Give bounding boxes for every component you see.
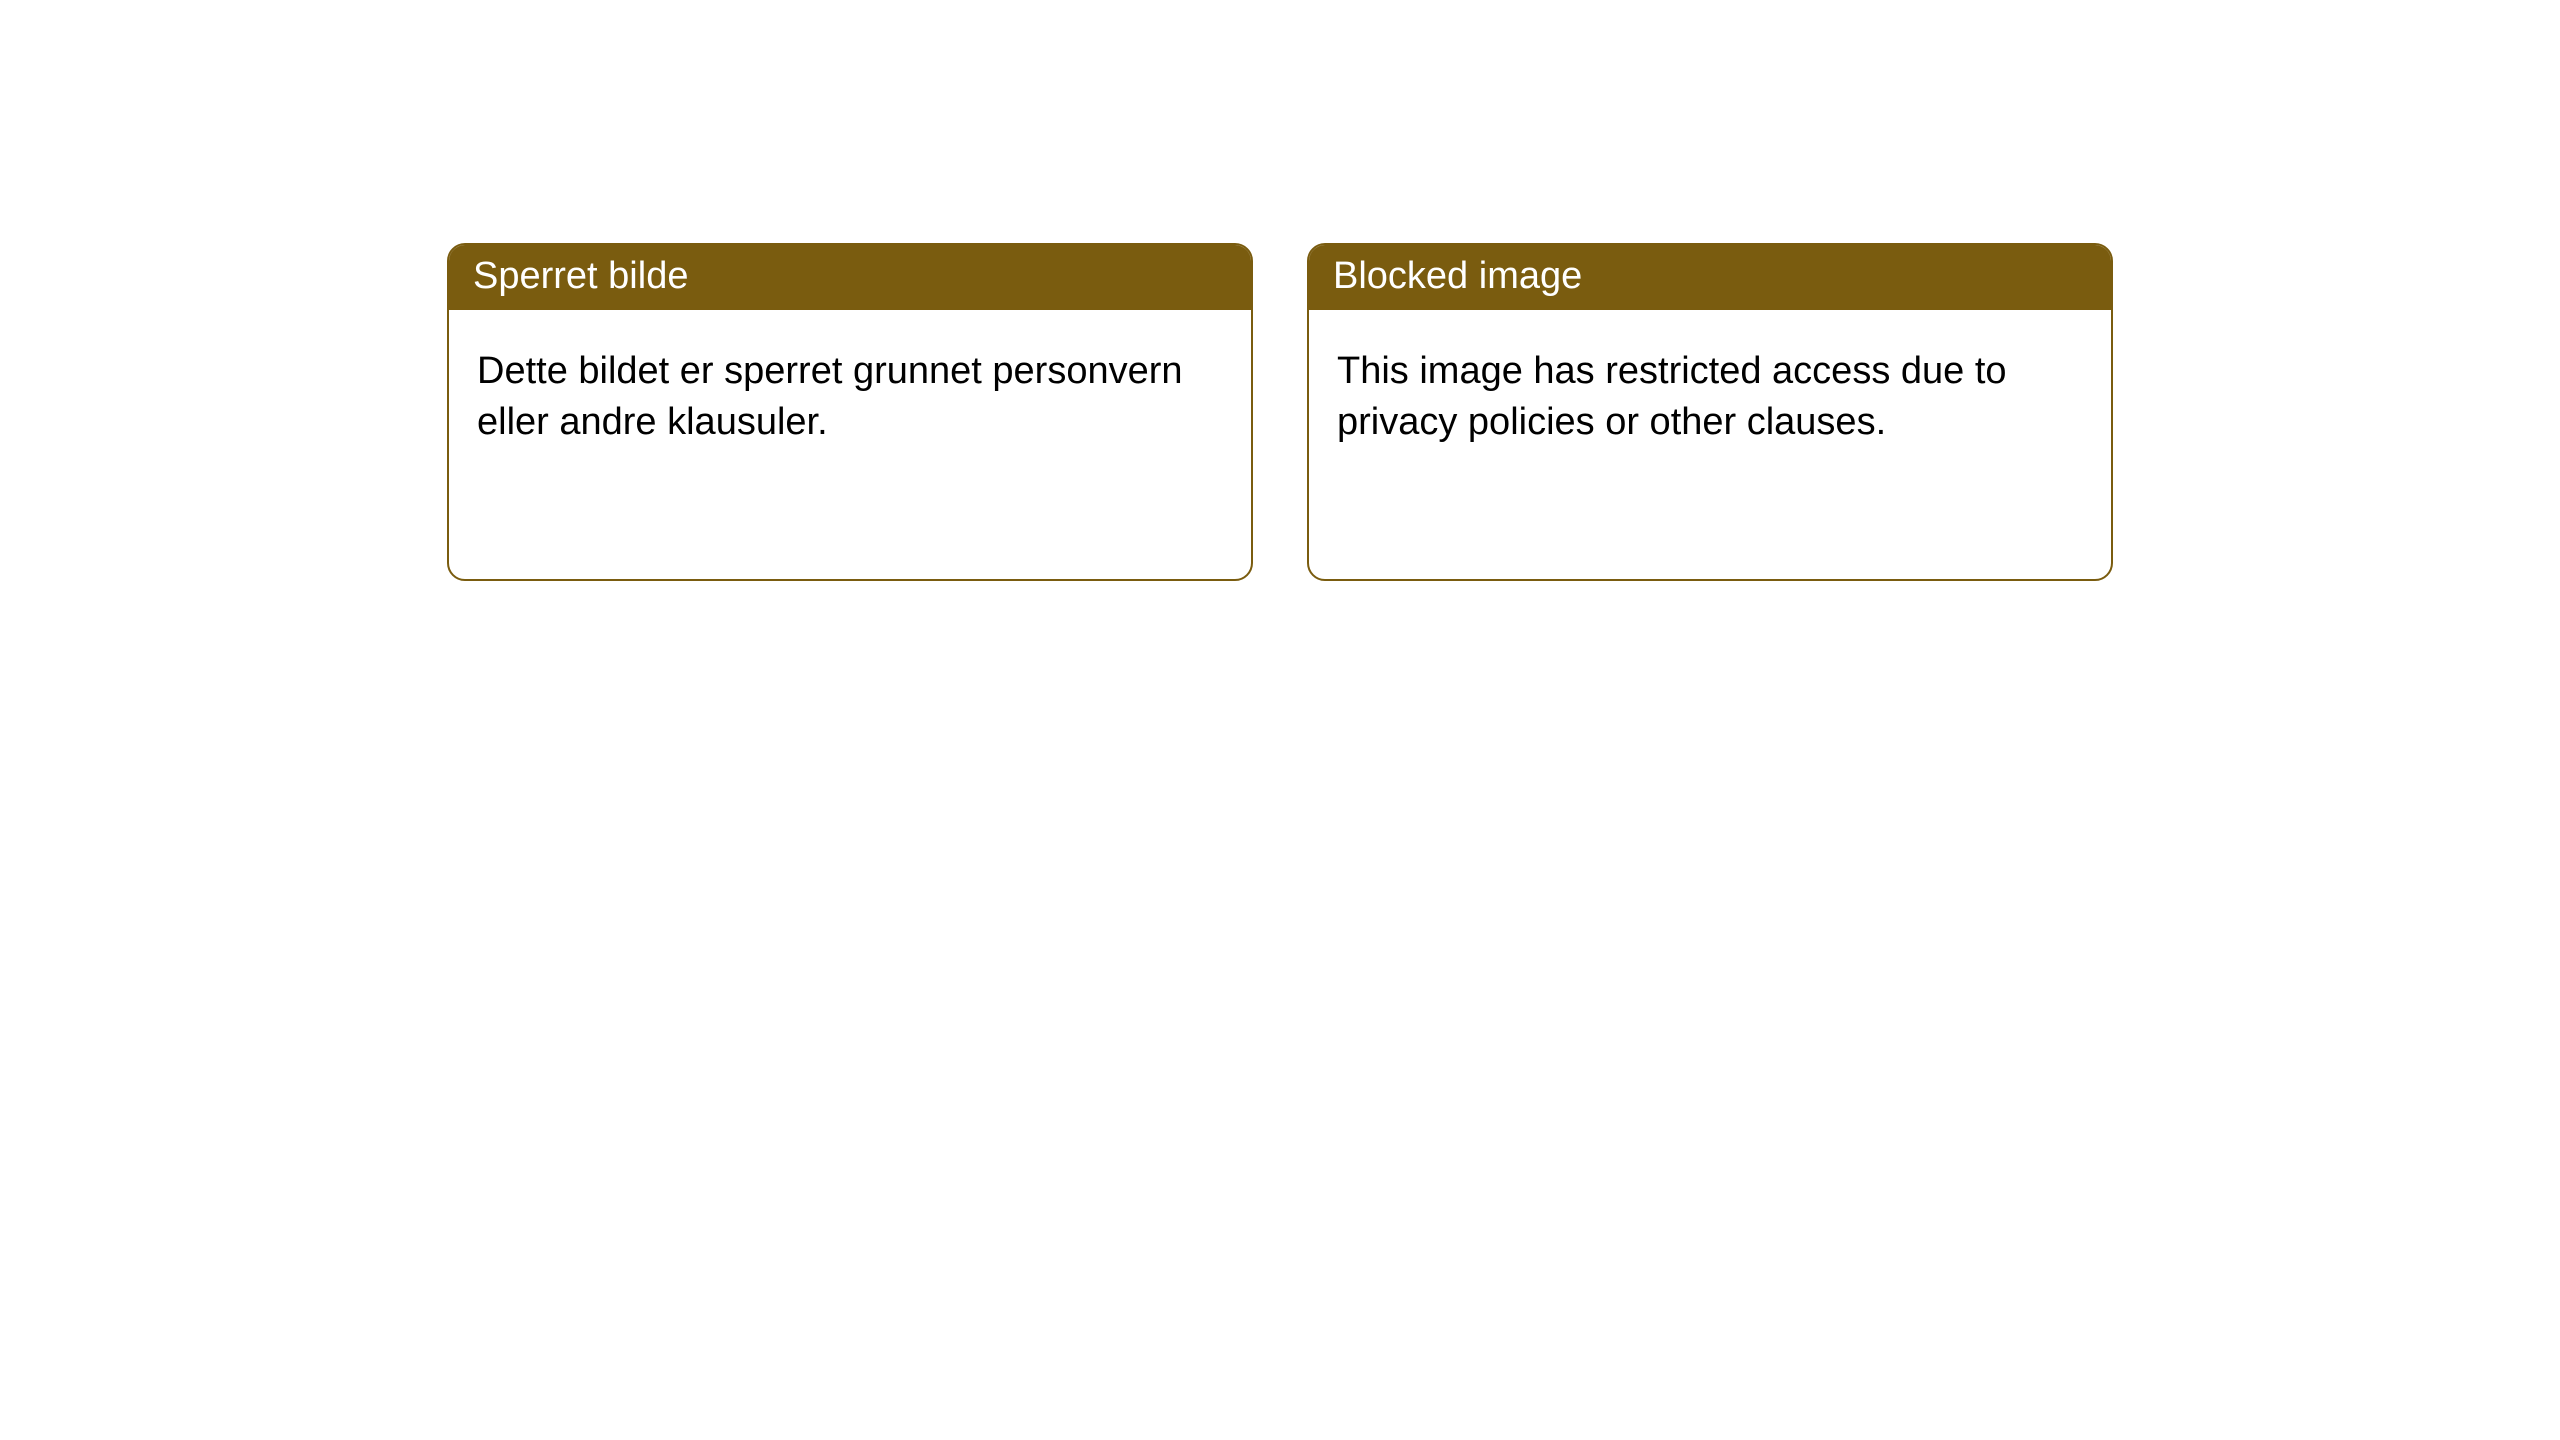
blocked-image-card-no: Sperret bilde Dette bildet er sperret gr… [447, 243, 1253, 581]
card-header-no: Sperret bilde [449, 245, 1251, 310]
card-body-text-no: Dette bildet er sperret grunnet personve… [477, 350, 1183, 443]
card-title-no: Sperret bilde [473, 255, 688, 297]
card-header-en: Blocked image [1309, 245, 2111, 310]
blocked-image-card-en: Blocked image This image has restricted … [1307, 243, 2113, 581]
card-body-en: This image has restricted access due to … [1309, 310, 2111, 485]
card-body-text-en: This image has restricted access due to … [1337, 350, 2007, 443]
card-title-en: Blocked image [1333, 255, 1582, 297]
card-body-no: Dette bildet er sperret grunnet personve… [449, 310, 1251, 485]
notice-container: Sperret bilde Dette bildet er sperret gr… [0, 0, 2560, 581]
